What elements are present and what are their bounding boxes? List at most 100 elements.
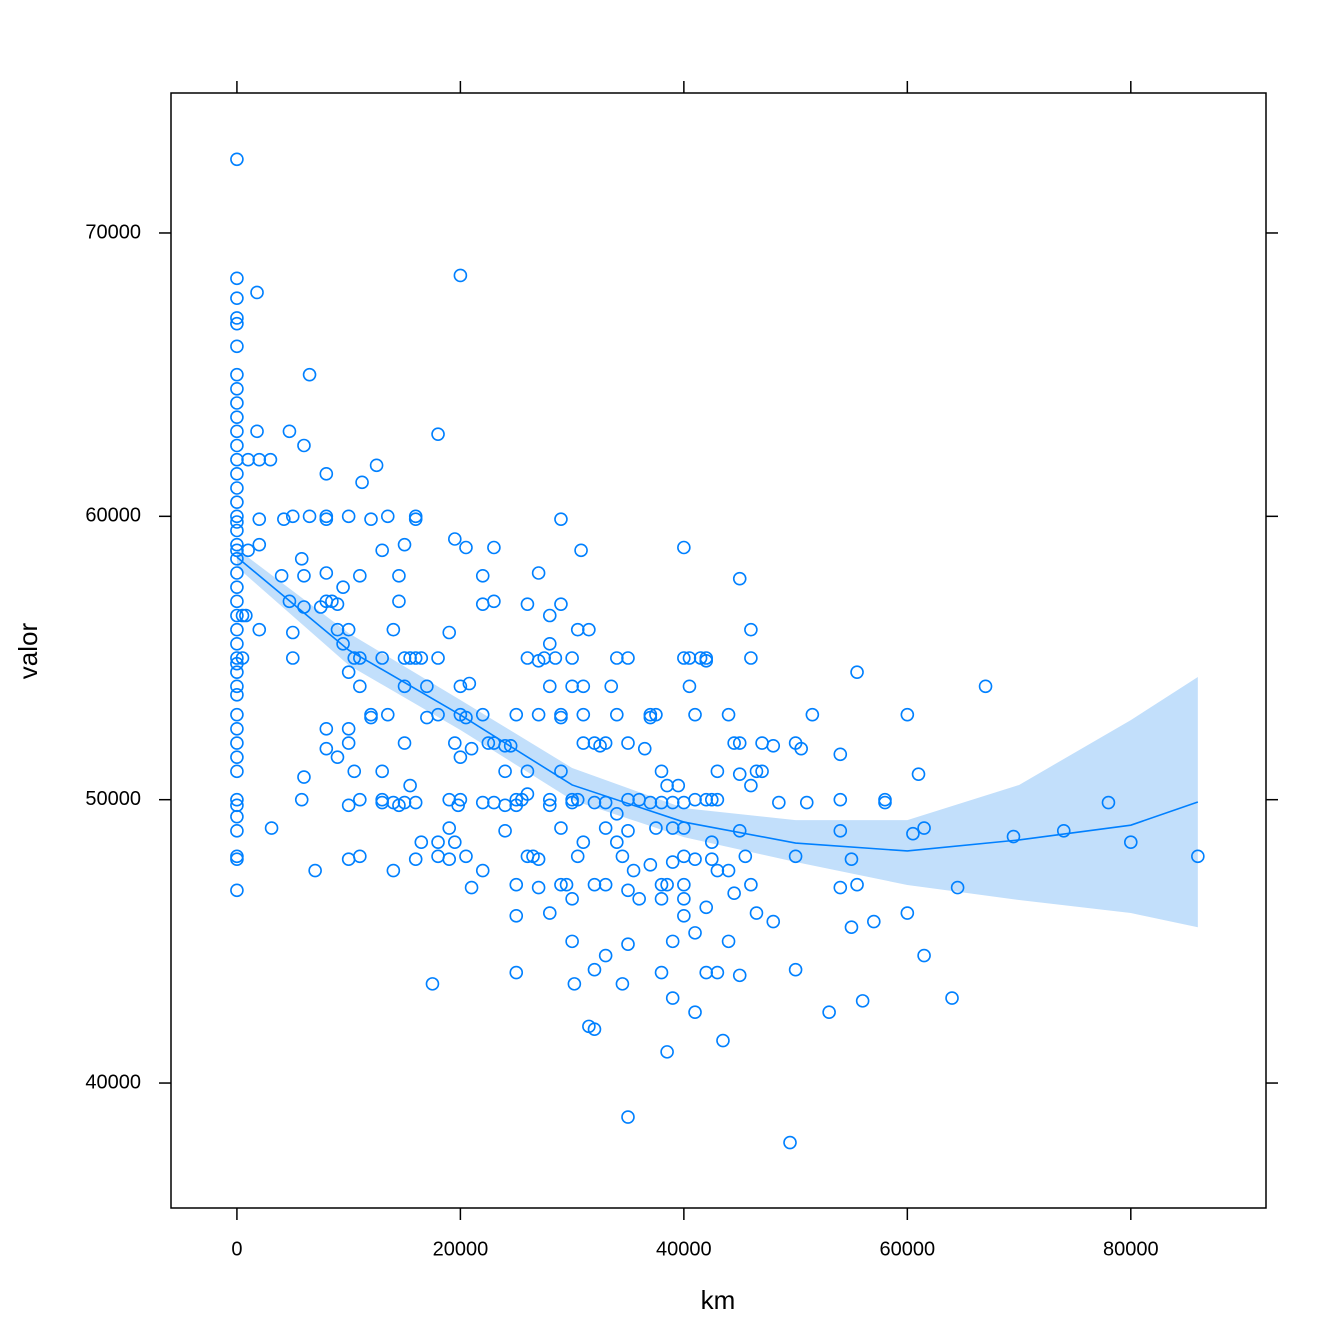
- point: [230, 824, 244, 838]
- point: [285, 651, 300, 665]
- point: [230, 688, 244, 702]
- point: [688, 792, 702, 807]
- point: [464, 741, 479, 756]
- point: [252, 512, 267, 526]
- point: [671, 778, 686, 793]
- point: [850, 665, 864, 679]
- point: [264, 821, 279, 835]
- point: [294, 792, 309, 807]
- point: [665, 991, 680, 1005]
- x-tick-label: 40000: [656, 1238, 712, 1260]
- point: [341, 722, 356, 736]
- point: [230, 764, 244, 779]
- point: [230, 410, 244, 424]
- point: [574, 543, 588, 558]
- point: [509, 707, 524, 722]
- point: [392, 594, 406, 609]
- point: [341, 509, 356, 524]
- point: [833, 824, 848, 838]
- point: [682, 679, 697, 694]
- point: [554, 597, 568, 611]
- point: [230, 339, 244, 354]
- point: [230, 291, 244, 305]
- point: [380, 707, 395, 722]
- point: [302, 509, 317, 524]
- point: [230, 523, 244, 538]
- point: [587, 877, 602, 892]
- point: [431, 707, 445, 722]
- point: [230, 537, 244, 552]
- point: [677, 909, 691, 923]
- point: [654, 795, 669, 810]
- point: [665, 855, 680, 869]
- point: [520, 597, 535, 611]
- point: [319, 512, 334, 526]
- point: [704, 835, 719, 849]
- point: [542, 792, 557, 807]
- point: [230, 382, 244, 396]
- point: [442, 852, 457, 866]
- point: [682, 651, 697, 665]
- y-tick-label: 60000: [85, 505, 141, 527]
- point: [386, 622, 401, 637]
- point: [302, 367, 317, 382]
- point: [230, 594, 244, 609]
- point: [230, 452, 244, 467]
- point: [230, 424, 244, 439]
- plot-frame: [170, 92, 1267, 1209]
- point: [250, 285, 264, 300]
- point: [375, 651, 389, 665]
- point: [665, 934, 680, 949]
- point: [263, 452, 278, 467]
- point: [347, 651, 362, 665]
- point: [475, 597, 490, 611]
- point: [677, 651, 691, 665]
- point: [677, 892, 691, 906]
- point: [420, 710, 434, 725]
- point: [732, 767, 747, 781]
- point: [509, 965, 524, 980]
- point: [308, 863, 322, 878]
- point: [587, 962, 602, 977]
- point: [755, 764, 769, 779]
- point: [347, 764, 362, 779]
- point: [654, 877, 669, 892]
- point: [319, 741, 334, 756]
- point: [621, 824, 635, 838]
- point: [710, 965, 725, 980]
- point: [364, 710, 378, 725]
- point: [654, 965, 669, 980]
- point: [487, 594, 501, 609]
- point: [341, 622, 356, 637]
- point: [732, 571, 747, 586]
- point: [431, 835, 445, 849]
- point: [330, 597, 345, 611]
- point: [353, 792, 367, 807]
- point: [665, 821, 680, 835]
- point: [230, 852, 244, 866]
- point: [649, 821, 663, 835]
- point: [353, 849, 367, 864]
- point: [230, 481, 244, 495]
- point: [431, 849, 445, 864]
- point: [542, 608, 557, 623]
- point: [397, 736, 412, 750]
- point: [772, 795, 786, 810]
- point: [341, 852, 356, 866]
- point: [380, 509, 395, 524]
- point: [285, 625, 300, 640]
- point: [582, 622, 596, 637]
- point: [448, 532, 462, 546]
- confidence-band: [236, 548, 1198, 928]
- point: [721, 863, 736, 878]
- point: [230, 809, 244, 824]
- point: [576, 835, 591, 849]
- smooth-line: [236, 556, 1199, 852]
- y-tick-label: 70000: [85, 221, 141, 243]
- point: [1124, 835, 1138, 849]
- point: [397, 795, 412, 810]
- point: [274, 569, 289, 583]
- point: [252, 622, 267, 637]
- point: [230, 271, 244, 286]
